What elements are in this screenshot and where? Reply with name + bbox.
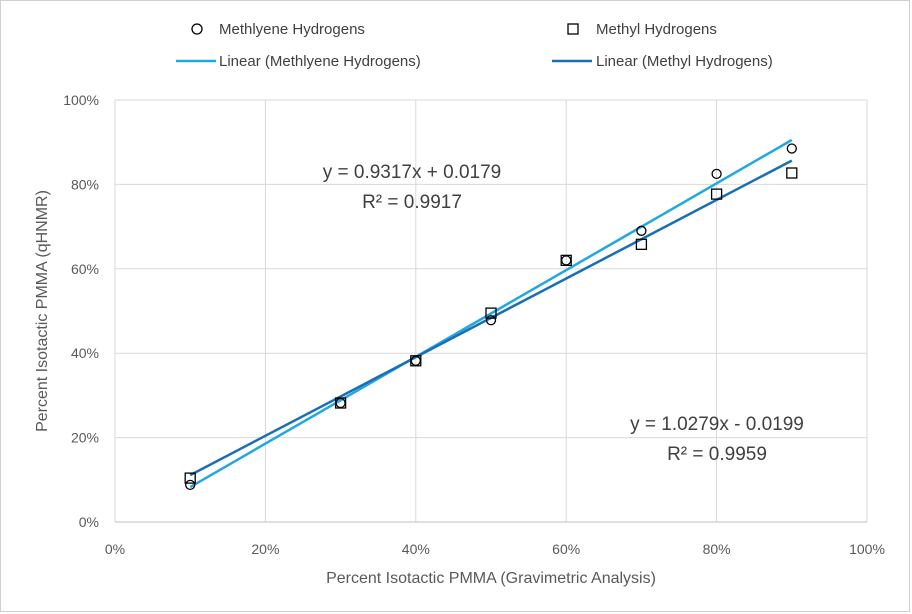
y-tick-label: 40% <box>71 345 99 361</box>
methylene-trendline-equation: y = 1.0279x - 0.0199 <box>630 414 804 435</box>
methylene-point <box>711 168 722 180</box>
methyl-point <box>410 355 422 367</box>
gridlines <box>114 99 868 522</box>
x-tick-label: 60% <box>552 541 580 557</box>
x-axis-title: Percent Isotactic PMMA (Gravimetric Anal… <box>326 570 656 587</box>
legend: Methlyene Hydrogens Methyl Hydrogens Lin… <box>176 21 773 70</box>
x-tick-label: 20% <box>251 541 279 557</box>
legend-label-methylene: Methlyene Hydrogens <box>219 21 365 38</box>
methyl-point <box>184 472 196 484</box>
methyl-point <box>786 167 798 179</box>
methyl-point <box>334 397 347 409</box>
y-tick-label: 100% <box>63 92 99 108</box>
data-points <box>184 143 798 491</box>
legend-label-linear-methylene: Linear (Methlyene Hydrogens) <box>219 53 421 70</box>
legend-marker-methylene <box>191 23 203 35</box>
methylene-point <box>786 143 797 154</box>
methylene-point <box>185 479 196 491</box>
methyl-point <box>485 307 497 319</box>
methylene-point <box>636 225 647 236</box>
y-tick-label: 0% <box>79 514 99 530</box>
legend-label-linear-methyl: Linear (Methyl Hydrogens) <box>596 53 773 70</box>
x-tick-label: 100% <box>849 541 885 557</box>
y-tick-label: 60% <box>71 261 99 277</box>
y-tick-label: 80% <box>71 176 99 192</box>
legend-marker-methyl <box>567 23 579 35</box>
tick-labels: 0% 20% 40% 60% 80% 100% 0% 20% 40% 60% 80% 100% <box>63 92 885 557</box>
methylene-point <box>485 315 497 326</box>
x-tick-label: 40% <box>402 541 430 557</box>
x-tick-label: 0% <box>105 541 125 557</box>
methyl-point <box>635 238 648 250</box>
y-tick-label: 20% <box>71 430 99 446</box>
legend-label-methyl: Methyl Hydrogens <box>596 21 717 38</box>
methyl-point <box>710 188 723 200</box>
y-axis-title: Percent Isotactic PMMA (qHNMR) <box>34 190 51 432</box>
trendline-methylene <box>189 138 793 489</box>
methyl-point <box>560 254 572 267</box>
methyl-trendline-equation: y = 0.9317x + 0.0179 <box>323 162 502 183</box>
methylene-trendline-r2: R² = 0.9959 <box>667 444 767 465</box>
methyl-trendline-r2: R² = 0.9917 <box>362 192 462 213</box>
x-tick-label: 80% <box>703 541 731 557</box>
